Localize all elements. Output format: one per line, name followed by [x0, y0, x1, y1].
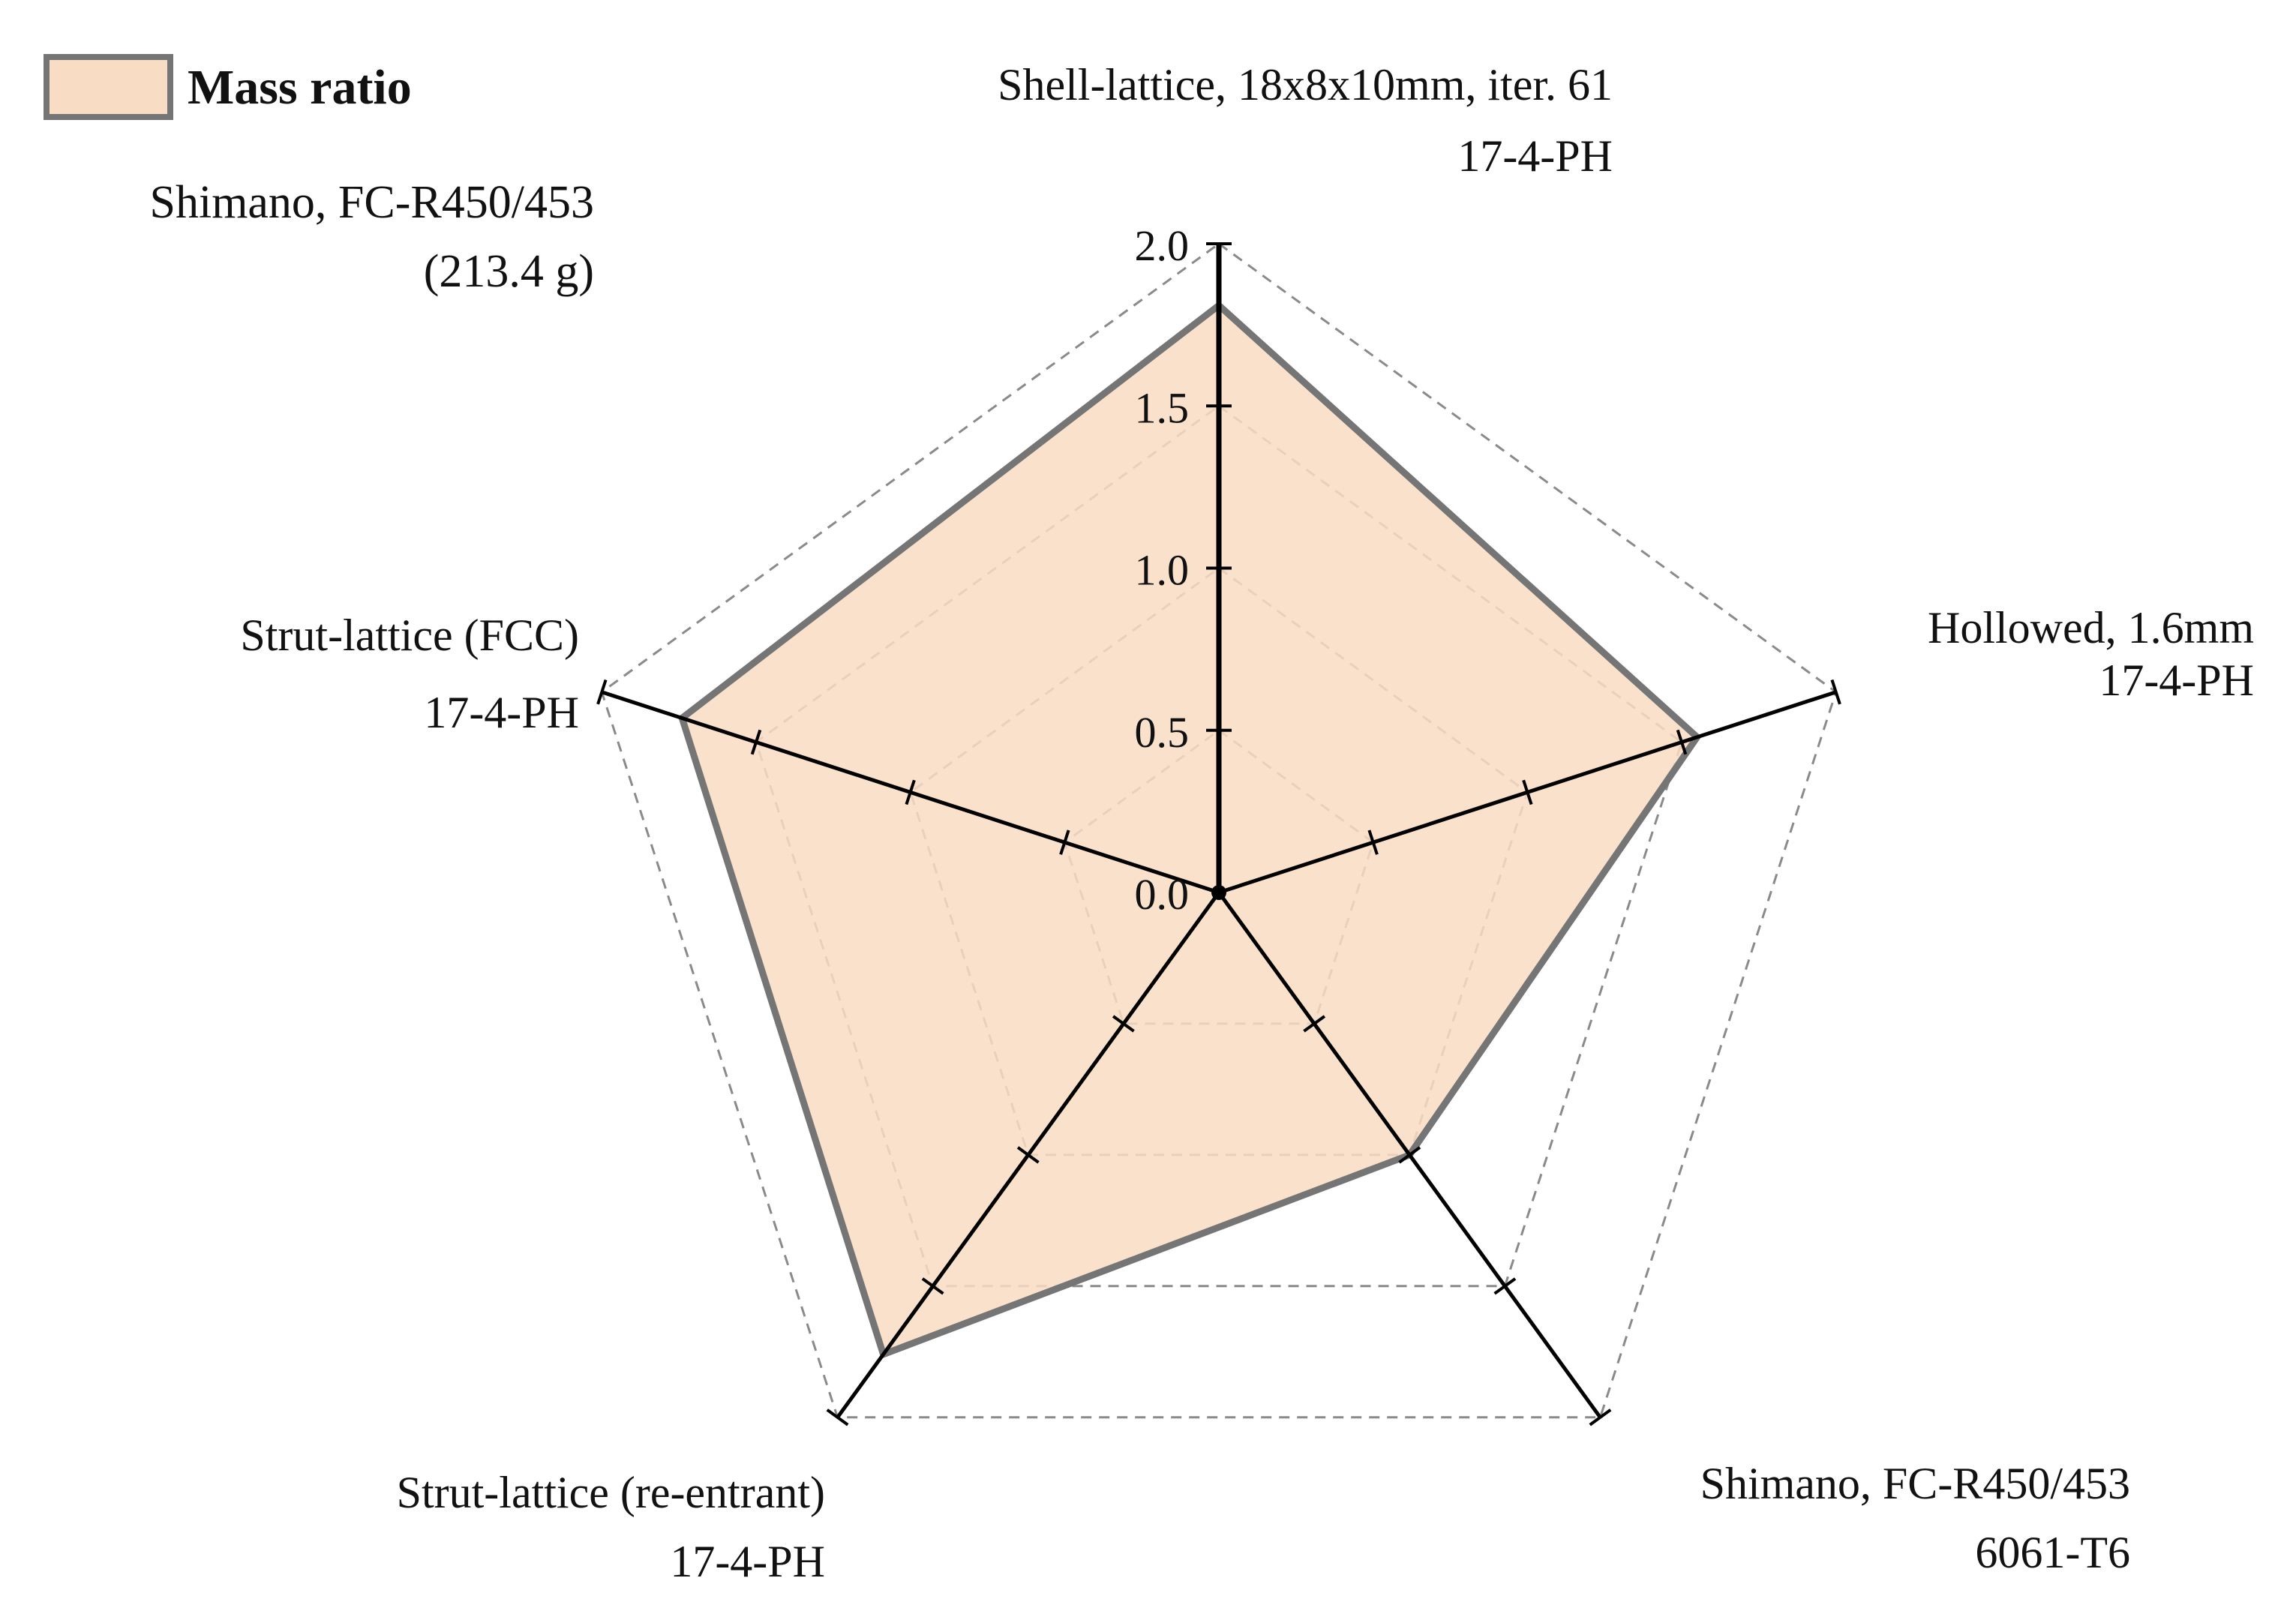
axis-tick [750, 729, 762, 755]
axis-tick [826, 1408, 849, 1426]
axis-tick [1676, 729, 1688, 755]
axis-tick [1522, 779, 1533, 806]
axis-tick [1112, 1015, 1135, 1033]
grid-ring [600, 242, 1838, 1419]
axis-tick [1830, 679, 1841, 705]
tick-label: 1.5 [1135, 383, 1190, 432]
reference-note: Shimano, FC-R450/453 (213.4 g) [149, 177, 594, 297]
axis-tick [1016, 1146, 1040, 1164]
reference-note-line-2: (213.4 g) [424, 246, 594, 297]
axis-label-line-2: 17-4-PH [2099, 656, 2254, 705]
axis-label-line-2: 17-4-PH [670, 1537, 825, 1586]
axis-tick [1398, 1146, 1421, 1164]
axes-layer [596, 242, 1841, 1426]
axis-tick [905, 779, 916, 806]
axis-tick [596, 679, 608, 705]
tick-labels: 0.0 0.5 1.0 1.5 2.0 [1135, 221, 1190, 919]
axis-label-line-1: Shimano, FC-R450/453 [1700, 1459, 2130, 1508]
axis-label-line-2: 6061-T6 [1975, 1528, 2130, 1577]
axis-label-line-2: 17-4-PH [1457, 131, 1613, 181]
axis-tick [1493, 1277, 1517, 1295]
axis-labels: Shell-lattice, 18x8x10mm, iter. 61 17-4-P… [240, 60, 2254, 1586]
tick-label: 0.5 [1135, 708, 1190, 757]
tick-label: 0.0 [1135, 870, 1190, 919]
axis-label-line-1: Shell-lattice, 18x8x10mm, iter. 61 [998, 60, 1613, 110]
center-point [1211, 885, 1226, 900]
series-polygon [678, 301, 1702, 1359]
legend-swatch [44, 54, 173, 120]
tick-label: 1.0 [1135, 546, 1190, 595]
axis-tick [1303, 1015, 1326, 1033]
axis-label-line-1: Hollowed, 1.6mm [1928, 603, 2254, 652]
axis-tick [1367, 830, 1379, 855]
axis-tick [1589, 1408, 1612, 1426]
axis-tick [921, 1277, 944, 1295]
reference-note-line-1: Shimano, FC-R450/453 [149, 177, 594, 228]
tick-label: 2.0 [1135, 221, 1190, 270]
axis-label-line-2: 17-4-PH [424, 688, 579, 737]
axis-label-line-1: Strut-lattice (FCC) [240, 610, 579, 660]
series-layer [678, 301, 1702, 1359]
legend: Mass ratio [44, 54, 412, 120]
axis-label-line-1: Strut-lattice (re-entrant) [397, 1468, 825, 1517]
legend-label: Mass ratio [188, 60, 412, 115]
axis-tick [1059, 830, 1070, 855]
